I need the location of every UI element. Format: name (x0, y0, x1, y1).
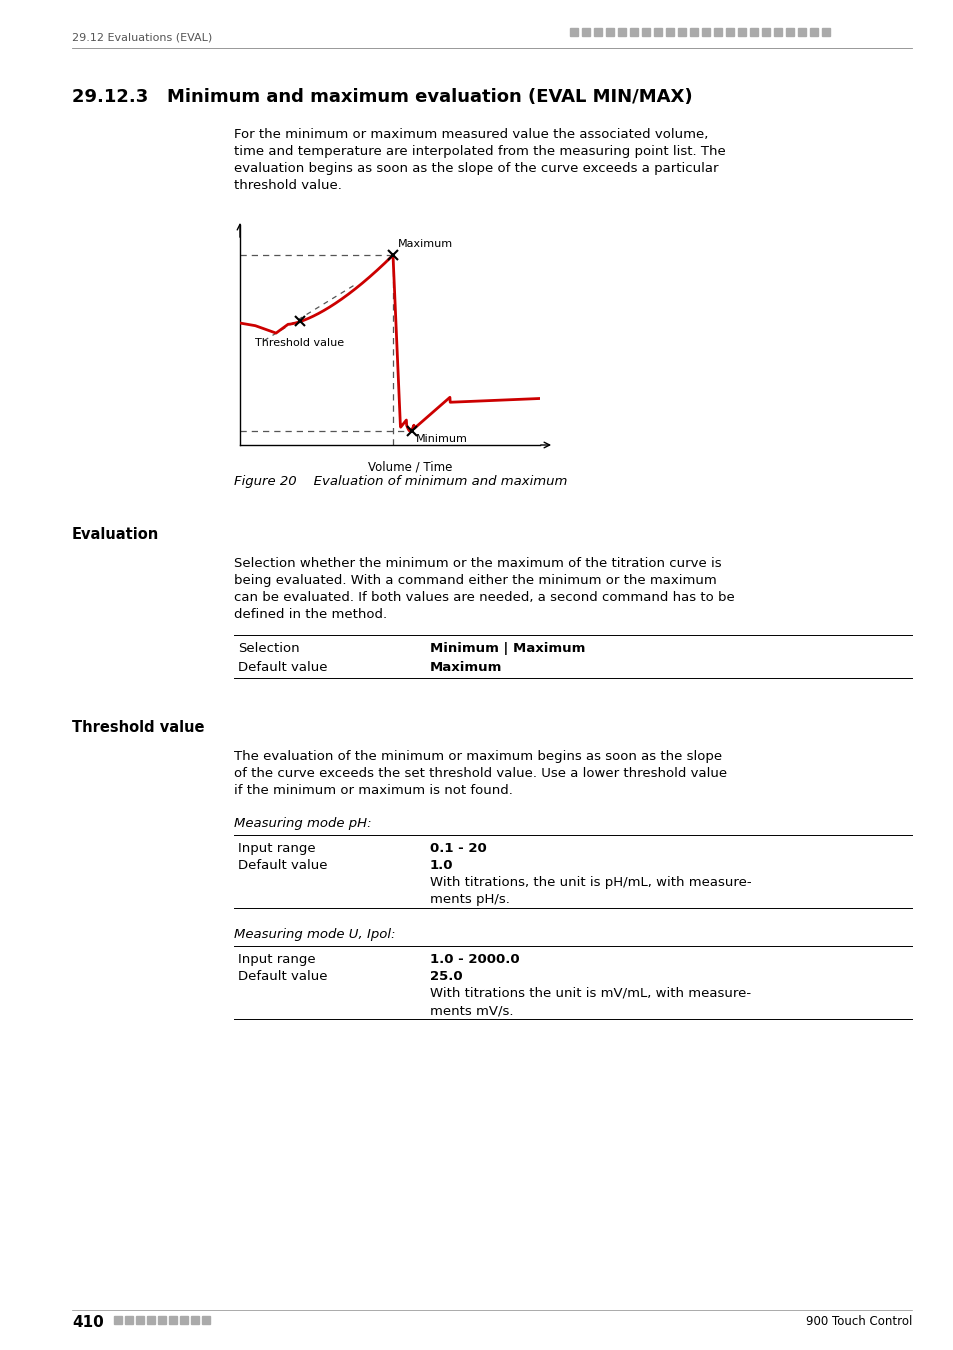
Text: time and temperature are interpolated from the measuring point list. The: time and temperature are interpolated fr… (233, 144, 725, 158)
Text: Measuring mode U, Ipol:: Measuring mode U, Ipol: (233, 927, 395, 941)
Bar (618, 28, 625, 36)
Text: Default value: Default value (237, 662, 327, 674)
Bar (821, 28, 829, 36)
Bar (191, 1316, 199, 1324)
Text: Maximum: Maximum (397, 239, 452, 248)
Text: The evaluation of the minimum or maximum begins as soon as the slope: The evaluation of the minimum or maximum… (233, 751, 721, 763)
Bar (158, 1316, 166, 1324)
Bar (169, 1316, 177, 1324)
Text: 0.1 - 20: 0.1 - 20 (430, 842, 486, 855)
Bar (761, 28, 769, 36)
Bar (641, 28, 649, 36)
Text: 25.0: 25.0 (430, 971, 462, 983)
Bar (569, 28, 578, 36)
Text: 1.0 - 2000.0: 1.0 - 2000.0 (430, 953, 519, 967)
Text: defined in the method.: defined in the method. (233, 608, 387, 621)
Text: 410: 410 (71, 1315, 104, 1330)
Bar (689, 28, 698, 36)
Text: Measuring mode pH:: Measuring mode pH: (233, 817, 372, 830)
Bar (113, 1316, 122, 1324)
Bar (725, 28, 733, 36)
Text: Threshold value: Threshold value (254, 338, 344, 348)
Text: With titrations, the unit is pH/mL, with measure-: With titrations, the unit is pH/mL, with… (430, 876, 751, 890)
Text: Threshold value: Threshold value (71, 720, 204, 734)
Bar (654, 28, 661, 36)
Text: Selection: Selection (237, 643, 299, 655)
Bar (125, 1316, 132, 1324)
Text: of the curve exceeds the set threshold value. Use a lower threshold value: of the curve exceeds the set threshold v… (233, 767, 726, 780)
Text: With titrations the unit is mV/mL, with measure-: With titrations the unit is mV/mL, with … (430, 987, 750, 1000)
Text: Minimum | Maximum: Minimum | Maximum (430, 643, 585, 655)
Bar (809, 28, 817, 36)
Bar (773, 28, 781, 36)
Text: if the minimum or maximum is not found.: if the minimum or maximum is not found. (233, 784, 513, 796)
Text: Volume / Time: Volume / Time (368, 460, 452, 474)
Bar (738, 28, 745, 36)
Bar (701, 28, 709, 36)
Bar (665, 28, 673, 36)
Text: 29.12.3   Minimum and maximum evaluation (EVAL MIN/MAX): 29.12.3 Minimum and maximum evaluation (… (71, 88, 692, 107)
Text: Evaluation: Evaluation (71, 526, 159, 541)
Text: Input range: Input range (237, 842, 315, 855)
Text: Default value: Default value (237, 859, 327, 872)
Bar (797, 28, 805, 36)
Text: For the minimum or maximum measured value the associated volume,: For the minimum or maximum measured valu… (233, 128, 708, 140)
Bar (180, 1316, 188, 1324)
Text: Default value: Default value (237, 971, 327, 983)
Text: Measured value: Measured value (248, 227, 341, 240)
Text: Minimum: Minimum (416, 433, 468, 444)
Text: Selection whether the minimum or the maximum of the titration curve is: Selection whether the minimum or the max… (233, 558, 720, 570)
Text: 1.0: 1.0 (430, 859, 453, 872)
Bar (202, 1316, 210, 1324)
Text: 29.12 Evaluations (EVAL): 29.12 Evaluations (EVAL) (71, 32, 212, 42)
Text: evaluation begins as soon as the slope of the curve exceeds a particular: evaluation begins as soon as the slope o… (233, 162, 718, 176)
Text: Maximum: Maximum (430, 662, 502, 674)
Bar (785, 28, 793, 36)
Bar (713, 28, 721, 36)
Bar (605, 28, 614, 36)
Text: ments pH/s.: ments pH/s. (430, 892, 509, 906)
Bar (136, 1316, 144, 1324)
Bar (678, 28, 685, 36)
Text: 900 Touch Control: 900 Touch Control (804, 1315, 911, 1328)
Text: being evaluated. With a command either the minimum or the maximum: being evaluated. With a command either t… (233, 574, 716, 587)
Bar (629, 28, 638, 36)
Bar (749, 28, 758, 36)
Bar (594, 28, 601, 36)
Text: Figure 20    Evaluation of minimum and maximum: Figure 20 Evaluation of minimum and maxi… (233, 475, 567, 487)
Text: can be evaluated. If both values are needed, a second command has to be: can be evaluated. If both values are nee… (233, 591, 734, 603)
Bar (147, 1316, 154, 1324)
Text: ments mV/s.: ments mV/s. (430, 1004, 513, 1017)
Text: threshold value.: threshold value. (233, 180, 341, 192)
Bar (581, 28, 589, 36)
Text: Input range: Input range (237, 953, 315, 967)
